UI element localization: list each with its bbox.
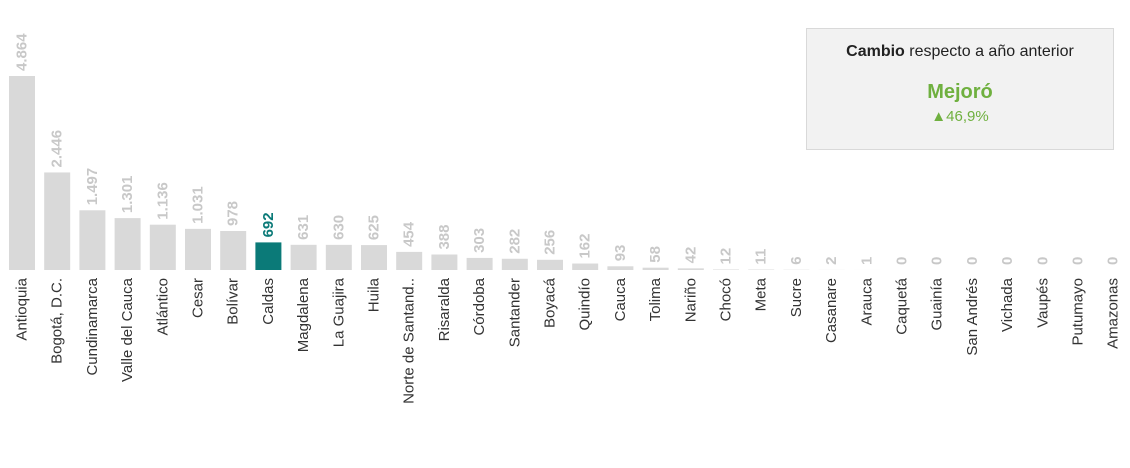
value-label-0: 4.864 <box>14 33 31 71</box>
value-label-17: 93 <box>612 245 629 262</box>
bar-0 <box>9 76 35 270</box>
bar-2 <box>79 210 106 270</box>
category-label-29: Vaupés <box>1034 278 1051 328</box>
category-label-15: Boyacá <box>542 277 559 328</box>
category-label-10: Huila <box>366 277 383 312</box>
bar-1 <box>44 172 71 270</box>
category-label-6: Bolívar <box>225 278 242 325</box>
info-title-bold: Cambio <box>846 43 905 60</box>
category-label-24: Arauca <box>858 277 875 325</box>
value-label-27: 0 <box>964 257 981 265</box>
category-label-0: Antioquia <box>14 277 31 340</box>
category-label-7: Caldas <box>260 278 277 325</box>
value-label-28: 0 <box>999 257 1016 265</box>
category-label-8: Magdalena <box>295 277 312 352</box>
category-label-22: Sucre <box>788 278 805 317</box>
category-label-30: Putumayo <box>1070 278 1087 346</box>
value-label-18: 58 <box>647 246 664 263</box>
value-label-24: 1 <box>858 257 875 265</box>
value-label-29: 0 <box>1034 257 1051 265</box>
bar-7 <box>255 242 282 270</box>
bar-15 <box>537 259 563 270</box>
category-label-16: Quindío <box>577 278 594 331</box>
category-label-27: San Andrés <box>964 278 981 356</box>
category-label-23: Casanare <box>823 278 840 343</box>
value-label-2: 1.497 <box>84 168 101 206</box>
category-label-14: Santander <box>506 278 523 347</box>
value-label-16: 162 <box>577 234 594 259</box>
value-label-9: 630 <box>330 215 347 240</box>
bar-18 <box>642 267 669 270</box>
category-label-18: Tolima <box>647 277 664 321</box>
category-label-3: Valle del Cauca <box>119 277 136 382</box>
value-label-1: 2.446 <box>49 130 66 168</box>
category-label-26: Guainía <box>929 277 946 330</box>
category-label-4: Atlántico <box>154 278 171 336</box>
info-title: Cambio respecto a año anterior <box>807 43 1113 61</box>
category-label-9: La Guajira <box>330 277 347 347</box>
value-label-23: 2 <box>823 257 840 265</box>
value-label-3: 1.301 <box>119 176 136 214</box>
category-label-31: Amazonas <box>1105 278 1122 349</box>
category-label-5: Cesar <box>190 278 207 318</box>
value-label-22: 6 <box>788 256 805 264</box>
category-label-25: Caquetá <box>894 277 911 334</box>
bar-19 <box>677 268 704 270</box>
value-label-7: 692 <box>260 212 277 237</box>
bar-6 <box>220 230 247 270</box>
bar-4 <box>149 224 176 270</box>
bar-16 <box>572 263 599 270</box>
category-label-17: Cauca <box>612 277 629 321</box>
value-label-19: 42 <box>682 247 699 264</box>
bar-13 <box>466 257 493 270</box>
value-label-14: 282 <box>506 229 523 254</box>
value-label-8: 631 <box>295 215 312 240</box>
bar-5 <box>185 228 211 270</box>
bar-11 <box>396 251 423 270</box>
category-label-28: Vichada <box>999 277 1016 332</box>
bar-14 <box>501 258 528 270</box>
value-label-26: 0 <box>929 257 946 265</box>
value-label-21: 11 <box>753 249 770 265</box>
category-label-1: Bogotá, D.C. <box>49 278 66 364</box>
bar-17 <box>607 266 634 270</box>
value-label-25: 0 <box>894 257 911 265</box>
value-label-30: 0 <box>1070 257 1087 265</box>
bar-9 <box>325 244 352 270</box>
category-label-21: Meta <box>753 277 770 311</box>
value-label-5: 1.031 <box>190 186 207 224</box>
bar-3 <box>114 218 141 270</box>
value-label-20: 12 <box>718 248 735 265</box>
value-label-13: 303 <box>471 228 488 253</box>
value-label-6: 978 <box>225 201 242 226</box>
category-label-11: Norte de Santand.. <box>401 278 418 404</box>
change-info-box: Cambio respecto a año anterior Mejoró ▲4… <box>806 28 1114 150</box>
value-label-11: 454 <box>401 221 418 247</box>
category-label-20: Chocó <box>718 278 735 321</box>
value-label-12: 388 <box>436 224 453 249</box>
info-change: ▲46,9% <box>931 108 989 125</box>
info-title-rest: respecto a año anterior <box>904 43 1074 60</box>
value-label-31: 0 <box>1105 257 1122 265</box>
value-label-15: 256 <box>542 230 559 255</box>
category-label-12: Risaralda <box>436 277 453 341</box>
category-label-2: Cundinamarca <box>84 277 101 375</box>
info-status: Mejoró <box>927 81 993 103</box>
bar-12 <box>431 254 458 270</box>
value-label-10: 625 <box>366 215 383 240</box>
category-label-13: Córdoba <box>471 277 488 335</box>
value-label-4: 1.136 <box>154 182 171 220</box>
category-label-19: Nariño <box>682 278 699 322</box>
bar-10 <box>361 245 387 270</box>
bar-8 <box>290 244 317 270</box>
